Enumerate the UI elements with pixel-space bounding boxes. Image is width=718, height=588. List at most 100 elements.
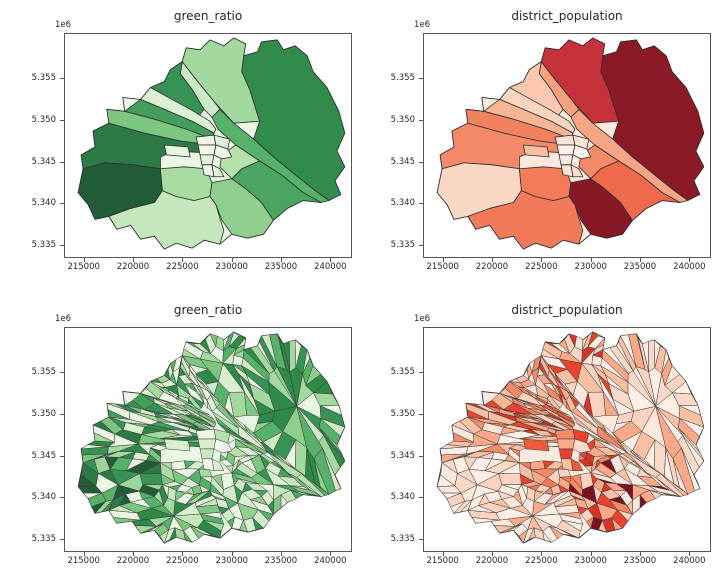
y-axis-tickmark	[419, 119, 423, 121]
y-axis-tick-label: 5.350	[31, 408, 56, 419]
x-axis-tickmark	[330, 258, 332, 262]
y-axis-tick-label: 5.340	[31, 492, 56, 503]
x-axis-tick-label: 220000	[475, 262, 509, 272]
y-axis-tick-label: 5.350	[390, 114, 415, 125]
choropleth-map	[77, 331, 346, 544]
x-axis-tick-label: 240000	[314, 556, 347, 566]
x-axis-tick-label: 230000	[215, 262, 248, 272]
plot-area	[423, 327, 711, 552]
x-axis-tick-label: 225000	[525, 556, 558, 566]
y-axis-tickmark	[60, 371, 64, 373]
x-axis-tickmark	[182, 552, 184, 556]
x-axis-tick-label: 225000	[525, 262, 558, 272]
y-axis-tickmark	[60, 539, 64, 541]
x-axis-tickmark	[281, 552, 282, 556]
x-axis-tickmark	[442, 258, 444, 262]
y-axis-offset-label: 1e6	[55, 314, 72, 324]
x-axis-tick-label: 215000	[67, 556, 100, 566]
x-axis-tick-label: 240000	[673, 556, 706, 566]
y-axis-tick-label: 5.350	[390, 408, 415, 419]
x-axis-tickmark	[83, 552, 85, 556]
x-axis-tick-label: 220000	[116, 556, 150, 566]
x-axis-tickmark	[541, 258, 543, 262]
x-axis-tick-label: 235000	[264, 262, 298, 272]
y-axis-tick-label: 5.340	[31, 198, 56, 209]
x-axis-tick-label: 215000	[426, 556, 459, 566]
x-axis-tick-label: 240000	[314, 262, 347, 272]
y-axis-tick-label: 5.345	[390, 156, 415, 167]
x-axis-tickmark	[231, 552, 233, 556]
x-axis-tick-label: 230000	[574, 556, 607, 566]
y-axis-tickmark	[60, 203, 64, 205]
y-axis-tick-label: 5.355	[390, 366, 415, 377]
panel-district-population-tracts: district_population 1e6 215000 220000 2250…	[359, 294, 718, 588]
y-axis-tickmark	[419, 497, 423, 499]
x-axis-tickmark	[83, 258, 85, 262]
y-axis-tick-label: 5.335	[390, 240, 415, 251]
plot-area	[64, 33, 352, 258]
panel-green-ratio-tracts: green_ratio 1e6 215000 220000 225000 230000…	[0, 294, 359, 588]
x-axis-tickmark	[590, 258, 592, 262]
panel-title: green_ratio	[173, 9, 243, 23]
panel-title: green_ratio	[173, 303, 243, 317]
panel-title: district_population	[511, 9, 623, 23]
x-axis-tickmark	[182, 258, 184, 262]
y-axis-tickmark	[60, 245, 64, 247]
x-axis-tick-label: 215000	[426, 262, 459, 272]
y-axis-offset-label: 1e6	[414, 20, 431, 30]
x-axis-tickmark	[330, 552, 332, 556]
y-axis-tick-label: 5.350	[31, 114, 56, 125]
x-axis-tickmark	[133, 258, 134, 262]
y-axis-tickmark	[419, 413, 423, 415]
y-axis-tickmark	[60, 455, 64, 457]
x-axis-tick-label: 225000	[166, 556, 199, 566]
x-axis-tickmark	[281, 258, 282, 262]
x-axis-tick-label: 220000	[475, 556, 509, 566]
x-axis-tick-label: 225000	[166, 262, 199, 272]
y-axis-tick-label: 5.335	[31, 534, 56, 545]
y-axis-tick-label: 5.345	[390, 450, 415, 461]
x-axis-tick-label: 235000	[623, 262, 657, 272]
x-axis-tickmark	[590, 552, 592, 556]
x-axis-tick-label: 230000	[574, 262, 607, 272]
y-axis-tickmark	[419, 161, 423, 163]
y-axis-tickmark	[60, 161, 64, 163]
y-axis-tickmark	[60, 77, 64, 79]
x-axis-tickmark	[541, 552, 543, 556]
x-axis-tickmark	[492, 258, 493, 262]
y-axis-tick-label: 5.355	[390, 72, 415, 83]
y-axis-tick-label: 5.355	[31, 72, 56, 83]
x-axis-tick-label: 220000	[116, 262, 150, 272]
panel-district-population-districts: district_population 1e6 215000 220000 2250…	[359, 0, 718, 294]
x-axis-tick-label: 235000	[264, 556, 298, 566]
x-axis-tickmark	[640, 258, 641, 262]
x-axis-tickmark	[442, 552, 444, 556]
x-axis-tick-label: 240000	[673, 262, 706, 272]
panel-green-ratio-districts: green_ratio 1e6 215000 220000 225000 230000…	[0, 0, 359, 294]
y-axis-tickmark	[419, 77, 423, 79]
y-axis-tickmark	[419, 455, 423, 457]
plot-area	[423, 33, 711, 258]
y-axis-offset-label: 1e6	[55, 20, 72, 30]
x-axis-tick-label: 215000	[67, 262, 100, 272]
x-axis-tickmark	[689, 258, 691, 262]
choropleth-map	[77, 37, 346, 250]
x-axis-tick-label: 235000	[623, 556, 657, 566]
panel-title: district_population	[511, 303, 623, 317]
x-axis-tickmark	[640, 552, 641, 556]
x-axis-tickmark	[133, 552, 134, 556]
y-axis-tick-label: 5.345	[31, 156, 56, 167]
choropleth-map	[436, 331, 705, 544]
y-axis-tick-label: 5.340	[390, 492, 415, 503]
x-axis-tickmark	[492, 552, 493, 556]
x-axis-tickmark	[231, 258, 233, 262]
plot-area	[64, 327, 352, 552]
choropleth-map	[436, 37, 705, 250]
y-axis-tickmark	[419, 539, 423, 541]
y-axis-tick-label: 5.335	[31, 240, 56, 251]
y-axis-tick-label: 5.340	[390, 198, 415, 209]
x-axis-tick-label: 230000	[215, 556, 248, 566]
y-axis-offset-label: 1e6	[414, 314, 431, 324]
y-axis-tickmark	[419, 245, 423, 247]
